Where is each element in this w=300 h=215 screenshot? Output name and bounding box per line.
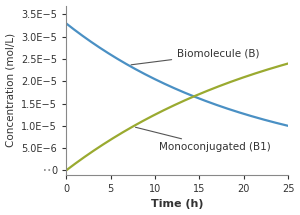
X-axis label: Time (h): Time (h): [151, 200, 203, 209]
Text: Biomolecule (B): Biomolecule (B): [131, 49, 260, 65]
Y-axis label: Concentration (mol/L): Concentration (mol/L): [6, 33, 16, 147]
Text: Monoconjugated (B1): Monoconjugated (B1): [136, 127, 271, 152]
